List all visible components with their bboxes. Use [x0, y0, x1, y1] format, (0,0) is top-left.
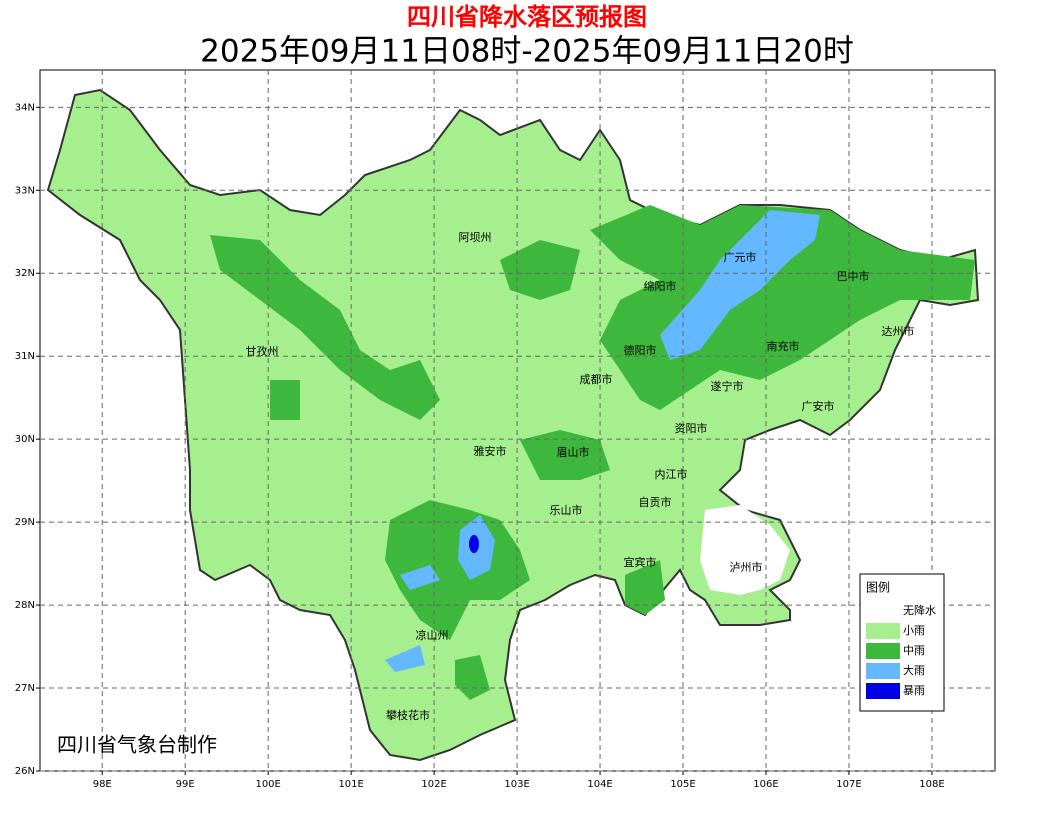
region-label: 成都市	[580, 372, 613, 386]
region-label: 眉山市	[557, 445, 590, 459]
x-tick-label: 99E	[176, 779, 195, 790]
legend-swatch	[866, 643, 900, 659]
heavy-rain-area	[400, 565, 440, 590]
x-tick-label: 105E	[670, 779, 695, 790]
moderate-rain-area	[270, 380, 300, 420]
region-label: 广元市	[724, 250, 757, 264]
moderate-rain-area	[625, 560, 665, 615]
legend-swatch	[866, 623, 900, 639]
region-label: 雅安市	[474, 444, 507, 458]
y-tick-label: 28N	[15, 600, 35, 611]
subtitle: 2025年09月11日08时-2025年09月11日20时	[200, 34, 854, 70]
legend-label: 大雨	[903, 663, 925, 677]
x-tick-label: 108E	[919, 779, 944, 790]
rainstorm-area	[469, 535, 479, 553]
y-tick-label: 31N	[15, 351, 35, 362]
region-label: 泸州市	[730, 560, 763, 574]
legend-swatch	[866, 683, 900, 699]
x-tick-label: 102E	[421, 779, 446, 790]
region-label: 南充市	[767, 339, 800, 353]
x-tick-label: 107E	[836, 779, 861, 790]
region-label: 达州市	[882, 324, 915, 338]
x-tick-label: 106E	[753, 779, 778, 790]
y-tick-label: 33N	[15, 185, 35, 196]
legend-swatch	[866, 603, 900, 619]
x-tick-label: 103E	[504, 779, 529, 790]
legend-label: 暴雨	[903, 684, 925, 697]
region-label: 攀枝花市	[386, 708, 430, 722]
no-rain-area	[700, 505, 790, 595]
x-tick-label: 104E	[587, 779, 612, 790]
region-label: 德阳市	[624, 343, 657, 357]
moderate-rain-area	[590, 205, 975, 410]
legend-label: 中雨	[903, 644, 925, 657]
moderate-rain-area	[210, 235, 440, 420]
x-tick-label: 100E	[255, 779, 280, 790]
region-label: 绵阳市	[644, 279, 677, 293]
region-label: 自贡市	[639, 495, 672, 509]
region-label: 阿坝州	[459, 230, 492, 244]
y-tick-label: 29N	[15, 517, 35, 528]
legend-label: 小雨	[903, 624, 925, 637]
region-label: 遂宁市	[711, 379, 744, 393]
heavy-rain-area	[660, 210, 820, 360]
heavy-rain-area	[385, 645, 425, 672]
y-tick-label: 32N	[15, 268, 35, 279]
y-tick-label: 30N	[15, 434, 35, 445]
y-tick-label: 34N	[15, 102, 35, 113]
region-label: 乐山市	[550, 503, 583, 517]
legend-title: 图例	[866, 581, 890, 595]
legend-swatch	[866, 663, 900, 679]
credit: 四川省气象台制作	[57, 733, 217, 757]
title: 四川省降水落区预报图	[407, 3, 647, 31]
region-label: 资阳市	[675, 421, 708, 435]
moderate-rain-area	[500, 240, 580, 300]
region-label: 宜宾市	[624, 555, 657, 569]
moderate-rain-area	[455, 655, 490, 700]
grid: 98E 99E 100E 101E 102E 103E 104E 105E 106E 107E 10…	[15, 70, 995, 790]
region-label: 凉山州	[416, 628, 449, 642]
region-label: 巴中市	[837, 269, 870, 283]
moderate-rain-area	[520, 430, 610, 480]
legend-label: 无降水	[903, 603, 936, 617]
region-label: 广安市	[802, 399, 835, 413]
region-label: 内江市	[655, 467, 688, 481]
y-tick-label: 26N	[15, 766, 35, 777]
x-tick-label: 101E	[338, 779, 363, 790]
y-tick-label: 27N	[15, 683, 35, 694]
region-label: 甘孜州	[246, 344, 279, 358]
x-tick-label: 98E	[93, 779, 112, 790]
